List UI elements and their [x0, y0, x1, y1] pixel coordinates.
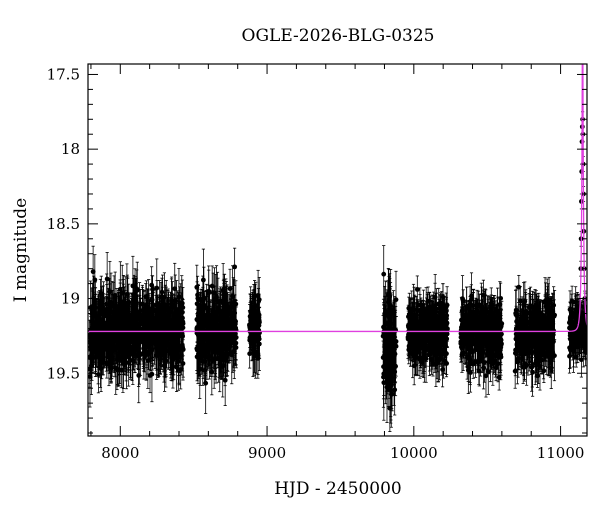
point-marker — [140, 335, 146, 341]
point-marker — [200, 277, 206, 283]
point-marker — [128, 348, 134, 354]
point-marker — [170, 336, 176, 342]
point-marker — [92, 277, 98, 283]
point-marker — [112, 324, 117, 330]
point-marker — [180, 361, 186, 366]
point-marker — [111, 303, 117, 309]
point-marker — [154, 309, 160, 315]
point-marker — [178, 306, 184, 312]
point-marker — [110, 342, 115, 347]
point-marker — [114, 366, 120, 372]
point-marker — [104, 276, 110, 282]
data-point — [90, 245, 96, 298]
point-marker — [98, 357, 103, 363]
point-marker — [148, 319, 154, 325]
data-point — [98, 332, 103, 388]
point-marker — [178, 367, 184, 372]
point-marker — [159, 289, 165, 295]
point-marker — [141, 349, 147, 355]
point-marker — [107, 319, 112, 325]
point-marker — [98, 366, 104, 371]
point-marker — [130, 283, 136, 289]
point-marker — [146, 338, 152, 344]
point-marker — [94, 321, 100, 327]
data-point — [110, 318, 115, 371]
point-marker — [90, 269, 96, 275]
chart-title: OGLE-2026-BLG-0325 — [242, 26, 435, 46]
point-marker — [166, 331, 172, 337]
point-marker — [154, 285, 160, 291]
point-marker — [88, 374, 93, 379]
point-marker — [89, 325, 95, 331]
point-marker — [112, 293, 118, 298]
point-marker — [180, 325, 186, 331]
data-point — [112, 312, 117, 342]
point-marker — [172, 314, 178, 320]
point-marker — [125, 300, 131, 306]
data-point — [107, 300, 112, 344]
point-marker — [107, 348, 113, 353]
data-point — [131, 314, 137, 343]
point-marker — [131, 326, 137, 331]
observations-series — [88, 111, 587, 432]
data-point — [104, 252, 110, 306]
point-marker — [118, 300, 124, 306]
point-marker — [149, 297, 155, 303]
point-marker — [119, 323, 125, 329]
point-marker — [147, 373, 153, 378]
data-point — [122, 276, 128, 339]
point-marker — [127, 343, 133, 349]
plot-area — [88, 64, 587, 432]
point-marker — [161, 320, 167, 326]
point-marker — [111, 347, 117, 353]
point-marker — [119, 290, 125, 296]
point-marker — [108, 356, 114, 362]
point-marker — [122, 305, 128, 310]
point-marker — [157, 346, 163, 352]
data-point — [98, 344, 104, 393]
data-point — [128, 323, 134, 378]
point-marker — [165, 325, 171, 330]
point-marker — [160, 298, 165, 304]
data-point — [119, 305, 125, 347]
point-marker — [128, 317, 134, 323]
point-marker — [139, 301, 145, 307]
point-marker — [172, 286, 178, 292]
